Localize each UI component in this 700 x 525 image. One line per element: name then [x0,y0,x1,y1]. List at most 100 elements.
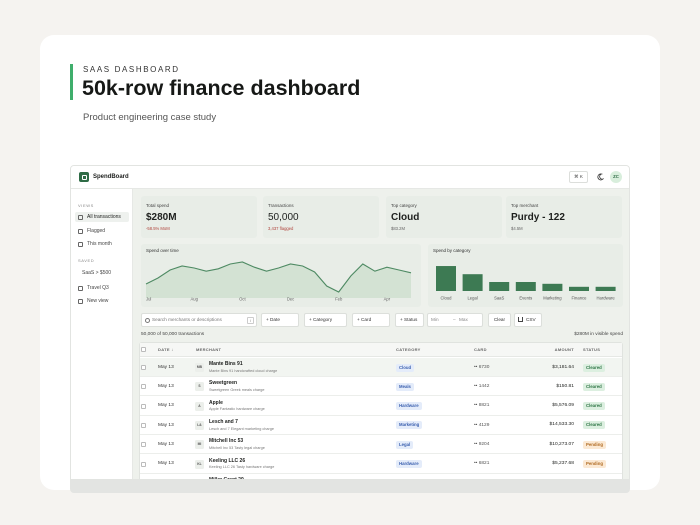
chart-card [428,244,623,307]
line-chart: Jul Aug Oct Dec Feb Apr [145,261,412,302]
sidebar-view[interactable]: All transactions [87,214,121,220]
amount: $5,237.68 [552,461,574,467]
x-tick-label: Dec [287,297,294,302]
range-separator: – [453,317,456,323]
moon-icon [597,173,604,181]
chart-title: Spend by category [433,248,471,254]
amount: $5,576.09 [552,403,574,409]
checkbox[interactable] [141,347,146,352]
category-badge: Cloud [396,363,415,372]
merchant-avatar: KL [195,459,204,469]
column-header: CARD [474,346,487,352]
bar [595,286,616,291]
status-badge: Cleared [583,382,605,391]
sidebar-icon [78,228,83,234]
range-max: Max [459,317,468,323]
merchant-avatar: MB [195,363,204,372]
filter-chip[interactable]: + Card [352,313,390,327]
checkbox[interactable] [141,384,146,390]
new-view[interactable]: New view [87,298,109,304]
bar [462,274,483,291]
amount: $3,181.64 [552,364,574,370]
filter-chip[interactable]: + Category [304,313,347,327]
kpi-note: $83.2M [391,226,405,232]
download-icon [518,317,523,322]
search-key: / [247,316,254,324]
amount: $150.81 [556,383,574,389]
chart-title: Spend over time [146,248,179,254]
filter-chip[interactable]: + Status [395,313,424,327]
app-screenshot: SpendBoard ⌘ K ZC VIEWS All transactions Flag… [70,165,630,480]
sidebar-view[interactable]: This month [87,241,112,247]
column-header: MERCHANT [196,346,222,352]
column-header[interactable]: DATE ↓ [158,346,174,352]
date: May 13 [158,364,174,370]
table-row[interactable] [140,357,622,378]
table-row[interactable] [140,435,622,455]
clear-button[interactable]: Clear [488,313,511,327]
amount-range[interactable] [427,313,483,327]
merchant-avatar: L& [195,420,204,430]
user-avatar[interactable]: ZC [610,171,622,183]
merchant-name: Sweetgreen [209,380,238,387]
kpi-card [263,196,379,238]
visible-spend: $280M in visible spend [574,332,623,338]
kpi-card [506,196,622,238]
category-badge: Legal [396,440,414,449]
saved-view[interactable]: SaaS > $500 [82,270,112,276]
table-row[interactable] [140,396,622,416]
bar [569,286,589,291]
table-row[interactable] [140,416,622,436]
merchant-name: Mante Bins 91 [209,361,243,367]
filter-chip[interactable]: + Date [261,313,299,327]
bar [542,283,563,291]
merchant-avatar: A [195,401,204,411]
sidebar-section-label: VIEWS [78,202,94,208]
sidebar [71,189,133,479]
kpi-note: 3,437 flagged [268,226,294,232]
status-badge: Cleared [583,363,605,372]
search-placeholder: Search merchants or descriptions [152,317,222,323]
page-title: 50k-row finance dashboard [82,76,361,100]
x-tick-label: Marketing [543,296,562,301]
kpi-value: $280M [146,212,177,223]
x-tick-label: Legal [467,296,477,301]
card-number: •• 8821 [474,403,490,409]
accent-bar [70,64,73,100]
export-button[interactable] [514,313,542,327]
checkbox[interactable] [141,365,146,370]
merchant-name: Apple [209,399,223,406]
merchant-description: Mante Bins 91 handcrafted cloud charge [209,368,278,373]
merchant-name: Keeling LLC 26 [209,457,246,464]
theme-toggle[interactable] [596,173,604,181]
sidebar-active-bg [75,212,129,222]
kpi-value: Purdy - 122 [511,212,565,223]
checkbox[interactable] [141,442,146,448]
x-tick-label: Aug [190,297,198,302]
checkbox[interactable] [141,461,146,467]
saved-view[interactable]: Travel Q3 [87,285,109,291]
search-input[interactable] [141,313,257,327]
category-badge: Hardware [396,460,422,468]
merchant-description: Apple Fantastic hardware charge [209,407,265,412]
date: May 13 [158,403,174,409]
amount: $10,273.07 [549,441,574,447]
table-header [140,343,622,357]
table-row[interactable] [140,454,622,474]
status-badge: Pending [583,460,606,468]
brand-name: SpendBoard [93,173,129,180]
sidebar-icon [78,285,83,291]
sidebar-view[interactable]: Flagged [87,228,106,234]
kpi-value: 50,000 [268,212,299,223]
checkbox[interactable] [141,403,146,409]
sidebar-icon [78,241,83,247]
table-row[interactable] [140,377,622,397]
category-badge: Marketing [396,421,423,430]
command-shortcut[interactable]: ⌘ K [569,171,588,183]
bar [515,282,536,291]
checkbox[interactable] [141,422,146,428]
brand-logo [79,172,89,182]
x-tick-label: Feb [335,297,343,302]
merchant-description: Sweetgreen Greek meals charge [209,388,265,393]
